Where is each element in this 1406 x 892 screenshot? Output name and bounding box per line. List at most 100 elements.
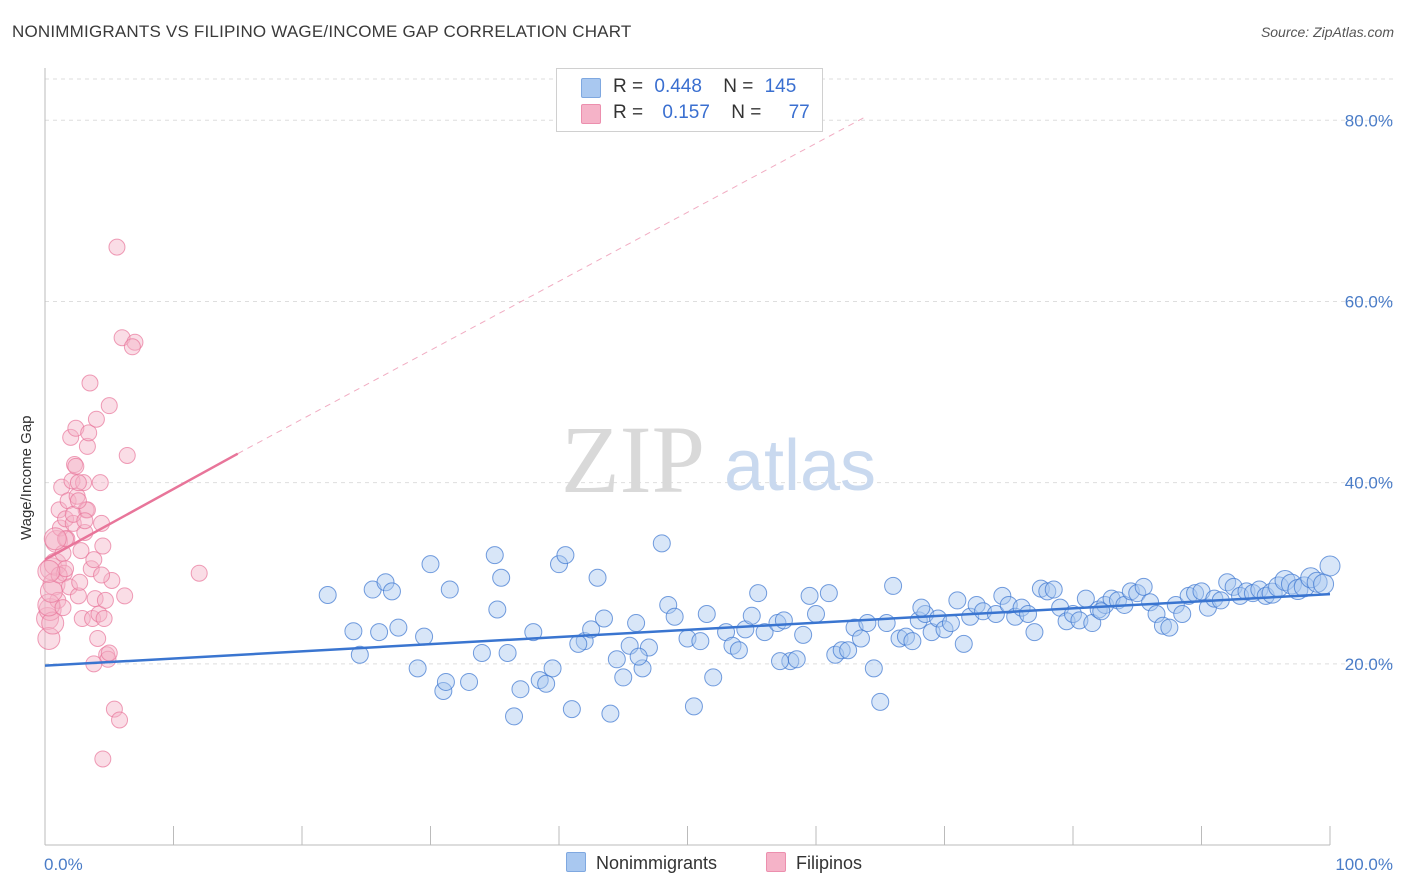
- nonimmigrants-point: [601, 704, 620, 723]
- nonimmigrants-point: [684, 697, 703, 716]
- nonimmigrants-point: [1319, 555, 1341, 577]
- filipinos-point: [95, 610, 113, 628]
- nonimmigrants-point: [1160, 618, 1179, 637]
- legend-n-value: 77: [788, 102, 810, 123]
- nonimmigrants-point: [652, 534, 671, 553]
- nonimmigrants-point: [1205, 589, 1224, 608]
- nonimmigrants-point: [488, 600, 507, 619]
- nonimmigrants-point: [344, 622, 363, 641]
- filipinos-point: [123, 338, 141, 356]
- filipinos-point: [62, 428, 80, 446]
- nonimmigrants-point: [871, 692, 890, 711]
- nonimmigrants-point: [781, 652, 800, 671]
- nonimmigrants-point: [318, 585, 337, 604]
- nonimmigrants-point: [723, 636, 742, 655]
- filipinos-point: [41, 611, 65, 635]
- source-label: Source: ZipAtlas.com: [1260, 24, 1394, 40]
- filipinos-point: [103, 571, 121, 589]
- legend-swatch-nonimmigrants: [566, 852, 586, 872]
- nonimmigrants-point: [594, 609, 613, 628]
- filipinos-point: [67, 457, 85, 475]
- nonimmigrants-point: [993, 586, 1012, 605]
- filipinos-point: [80, 424, 98, 442]
- nonimmigrants-point: [912, 598, 931, 617]
- nonimmigrants-point: [415, 627, 434, 646]
- nonimmigrants-point: [627, 614, 646, 633]
- nonimmigrants-point: [749, 584, 768, 603]
- nonimmigrants-point: [704, 668, 723, 687]
- y-tick-label: 60.0%: [1345, 292, 1393, 311]
- nonimmigrants-point: [896, 627, 915, 646]
- filipinos-point: [81, 374, 99, 392]
- filipinos-point: [37, 626, 61, 650]
- legend-r-value: 0.157: [662, 102, 710, 123]
- y-tick-label: 80.0%: [1345, 111, 1393, 130]
- nonimmigrants-point: [505, 707, 524, 726]
- filipinos-point: [94, 750, 112, 768]
- nonimmigrants-point: [370, 623, 389, 642]
- nonimmigrants-point: [1057, 612, 1076, 631]
- y-tick-label: 40.0%: [1345, 474, 1393, 493]
- axes: [44, 68, 1331, 846]
- filipinos-point: [100, 397, 118, 415]
- nonimmigrants-point: [1038, 582, 1057, 601]
- chart-title: NONIMMIGRANTS VS FILIPINO WAGE/INCOME GA…: [12, 22, 632, 41]
- x-tick-label: 0.0%: [44, 855, 83, 874]
- filipinos-points: [36, 238, 208, 768]
- nonimmigrants-point: [1141, 593, 1160, 612]
- nonimmigrants-point: [1218, 573, 1237, 592]
- filipinos-point: [126, 333, 144, 351]
- nonimmigrants-point: [633, 659, 652, 678]
- tick-labels: 20.0% 40.0% 60.0% 80.0% 0.0% 100.0%: [44, 111, 1393, 874]
- legend-n-value: 145: [764, 76, 797, 97]
- nonimmigrants-point: [582, 620, 601, 639]
- nonimmigrants-point: [498, 643, 517, 662]
- nonimmigrants-point: [1147, 605, 1166, 623]
- nonimmigrants-point: [492, 568, 511, 587]
- filipinos-point: [94, 537, 112, 555]
- nonimmigrants-point: [472, 643, 491, 662]
- nonimmigrants-point: [629, 647, 648, 666]
- watermark-zip: ZIP: [561, 406, 705, 513]
- trend-lines: [44, 115, 1331, 667]
- filipinos-point: [90, 605, 108, 623]
- filipinos-point: [73, 610, 91, 628]
- nonimmigrants-trend-line: [44, 592, 1331, 667]
- nonimmigrants-point: [691, 632, 710, 651]
- nonimmigrants-point: [524, 623, 543, 642]
- nonimmigrants-point: [556, 546, 575, 565]
- nonimmigrants-point: [1128, 584, 1147, 603]
- filipinos-point: [89, 629, 107, 647]
- nonimmigrants-point: [511, 680, 530, 699]
- legend-swatch-filipinos: [766, 852, 786, 872]
- nonimmigrants-point: [665, 607, 684, 626]
- correlation-legend: R = 0.448 N = 145 R = 0.157 N = 77: [556, 68, 823, 132]
- filipinos-point: [71, 573, 89, 591]
- nonimmigrants-point: [382, 582, 401, 601]
- legend-swatch-filipinos: [581, 104, 601, 124]
- nonimmigrants-point: [858, 614, 877, 633]
- filipinos-point: [78, 501, 96, 519]
- legend-r-value: 0.448: [654, 76, 702, 97]
- legend-label-nonimmigrants: Nonimmigrants: [596, 853, 718, 873]
- nonimmigrants-point: [851, 629, 870, 648]
- nonimmigrants-point: [794, 625, 813, 644]
- legend-item-nonimmigrants: Nonimmigrants: [566, 852, 717, 874]
- nonimmigrants-point: [389, 618, 408, 637]
- nonimmigrants-point: [697, 605, 716, 623]
- filipinos-point: [96, 591, 114, 609]
- watermark-atlas: atlas: [724, 426, 876, 506]
- nonimmigrants-point: [460, 672, 479, 691]
- nonimmigrants-point: [659, 595, 678, 614]
- filipinos-point: [57, 530, 75, 548]
- nonimmigrants-point: [787, 650, 806, 669]
- nonimmigrants-point: [436, 672, 455, 691]
- filipinos-point: [85, 551, 103, 569]
- filipinos-point: [67, 419, 85, 437]
- filipinos-point: [118, 446, 136, 464]
- nonimmigrants-point: [562, 700, 581, 719]
- filipinos-point: [190, 564, 208, 582]
- nonimmigrants-point: [607, 650, 626, 669]
- nonimmigrants-point: [1166, 595, 1185, 614]
